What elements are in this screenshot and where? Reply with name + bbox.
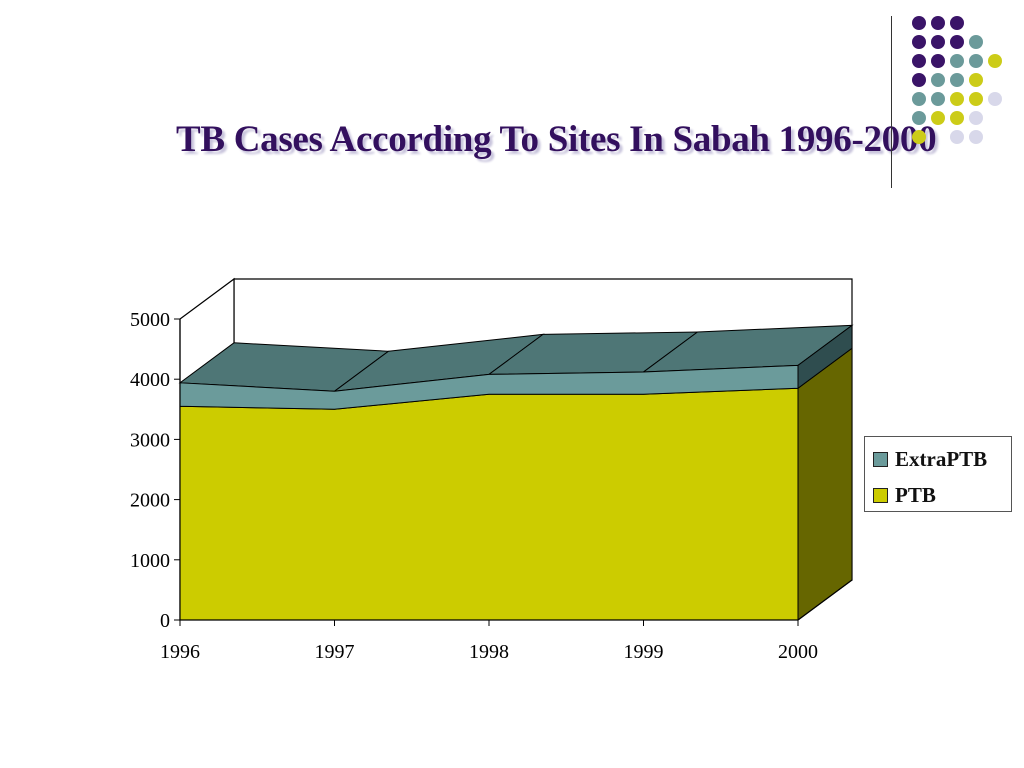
decorative-dot <box>912 54 926 68</box>
x-tick-label: 1998 <box>469 641 509 663</box>
decorative-dot <box>912 130 926 144</box>
decorative-dot <box>950 130 964 144</box>
chart-legend: ExtraPTB PTB <box>864 436 1012 512</box>
y-tick-label: 2000 <box>130 490 170 512</box>
decorative-dot <box>988 92 1002 106</box>
decorative-dot-grid <box>912 16 1002 144</box>
title-divider-line <box>891 16 892 188</box>
decorative-dot <box>912 35 926 49</box>
slide-title: TB Cases According To Sites In Sabah 199… <box>176 119 937 160</box>
decorative-dot <box>969 92 983 106</box>
decorative-dot <box>950 92 964 106</box>
legend-swatch-extraptb <box>873 452 888 467</box>
x-tick-label: 1996 <box>160 641 200 663</box>
decorative-dot <box>931 92 945 106</box>
decorative-dot <box>950 73 964 87</box>
decorative-dot <box>912 16 926 30</box>
decorative-dot <box>950 16 964 30</box>
decorative-dot <box>950 35 964 49</box>
decorative-dot <box>912 111 926 125</box>
legend-item-extraptb: ExtraPTB <box>873 447 987 472</box>
y-tick-label: 5000 <box>130 309 170 331</box>
decorative-dot <box>950 54 964 68</box>
decorative-dot <box>931 54 945 68</box>
y-tick-label: 3000 <box>130 429 170 451</box>
ptb-side-face <box>797 347 853 621</box>
legend-label: PTB <box>895 483 936 507</box>
floor-edge <box>797 579 853 621</box>
decorative-dot <box>931 35 945 49</box>
decorative-dot <box>988 54 1002 68</box>
decorative-dot <box>969 54 983 68</box>
y-tick-label: 4000 <box>130 369 170 391</box>
decorative-dot <box>912 73 926 87</box>
y-tick-label: 0 <box>160 610 170 632</box>
decorative-dot <box>969 35 983 49</box>
x-tick-label: 1999 <box>624 641 664 663</box>
decorative-dot <box>969 130 983 144</box>
y-tick-label: 1000 <box>130 550 170 572</box>
decorative-dot <box>931 73 945 87</box>
legend-label: ExtraPTB <box>895 447 988 471</box>
decorative-dot <box>912 92 926 106</box>
decorative-dot <box>950 111 964 125</box>
x-tick-label: 1997 <box>315 641 355 663</box>
ptb-area <box>179 387 799 621</box>
legend-item-ptb: PTB <box>873 483 936 508</box>
extraptb-side-face <box>797 324 853 390</box>
x-tick-label: 2000 <box>778 641 818 663</box>
decorative-dot <box>931 111 945 125</box>
decorative-dot <box>969 111 983 125</box>
legend-swatch-ptb <box>873 488 888 503</box>
decorative-dot <box>931 16 945 30</box>
decorative-dot <box>969 73 983 87</box>
